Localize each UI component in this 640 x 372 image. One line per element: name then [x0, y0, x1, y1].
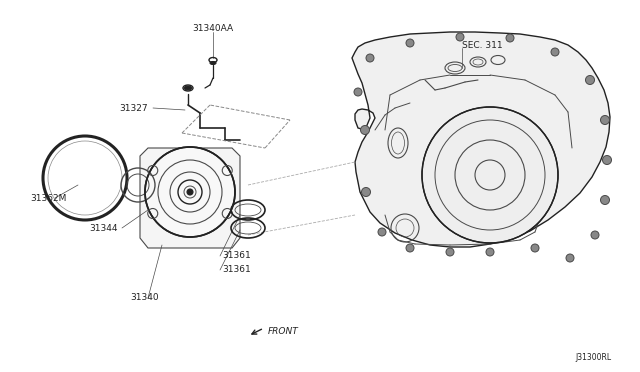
Polygon shape [140, 148, 240, 248]
Circle shape [362, 187, 371, 196]
Circle shape [187, 189, 193, 195]
Text: SEC. 311: SEC. 311 [462, 41, 502, 49]
Circle shape [591, 231, 599, 239]
Text: 31362M: 31362M [30, 193, 67, 202]
Circle shape [600, 196, 609, 205]
Text: J31300RL: J31300RL [576, 353, 612, 362]
Circle shape [360, 125, 369, 135]
Circle shape [406, 244, 414, 252]
Text: 31340: 31340 [131, 294, 159, 302]
Circle shape [446, 248, 454, 256]
Circle shape [456, 33, 464, 41]
Circle shape [586, 76, 595, 84]
Circle shape [486, 248, 494, 256]
Circle shape [600, 115, 609, 125]
Text: 31340AA: 31340AA [193, 23, 234, 32]
Circle shape [422, 107, 558, 243]
Circle shape [366, 54, 374, 62]
Ellipse shape [210, 61, 216, 64]
Circle shape [602, 155, 611, 164]
Text: 31361: 31361 [222, 251, 251, 260]
Ellipse shape [184, 86, 191, 90]
Circle shape [551, 48, 559, 56]
Text: FRONT: FRONT [268, 327, 299, 337]
Circle shape [378, 228, 386, 236]
Text: 31327: 31327 [120, 103, 148, 112]
Circle shape [531, 244, 539, 252]
Circle shape [506, 34, 514, 42]
Circle shape [406, 39, 414, 47]
Circle shape [145, 147, 235, 237]
Text: 31361: 31361 [222, 266, 251, 275]
Polygon shape [352, 32, 610, 247]
Circle shape [566, 254, 574, 262]
Text: 31344: 31344 [90, 224, 118, 232]
Circle shape [354, 88, 362, 96]
